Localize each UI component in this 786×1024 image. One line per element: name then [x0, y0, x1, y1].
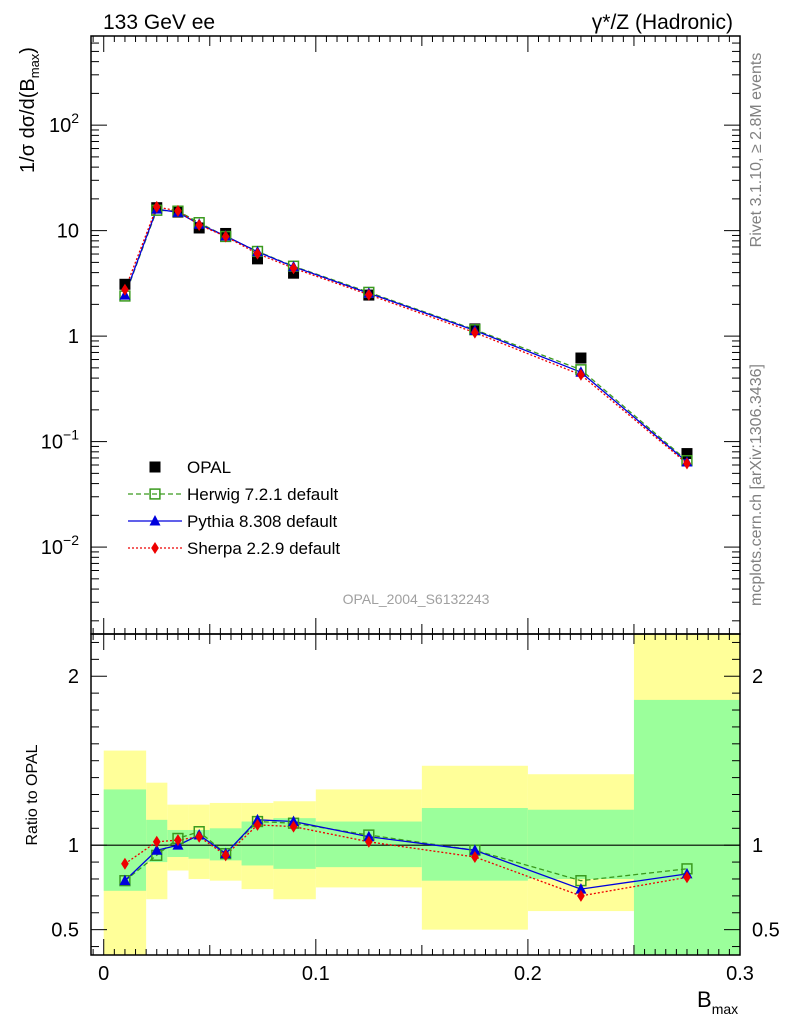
sherpa-2-2-9-default-ratio-point [174, 834, 182, 847]
sherpa-2-2-9-default-main-point [577, 368, 585, 381]
sherpa-2-2-9-default-main-point [364, 288, 373, 301]
sherpa-2-2-9-default-main-point [253, 247, 262, 260]
sherpa-2-2-9-default-legend-marker [151, 542, 159, 554]
pythia-8-308-default-ratio-point [469, 844, 481, 855]
main-y-axis-label: 1/σ dσ/d(Bmax) [17, 47, 42, 173]
mcplots-source-label: mcplots.cern.ch [arXiv:1306.3436] [748, 364, 765, 606]
main-y-tick-label: 1 [68, 326, 79, 348]
sherpa-2-2-9-default-ratio-point [683, 871, 691, 884]
pythia-8-308-default-ratio-point [151, 844, 163, 855]
analysis-id-watermark: OPAL_2004_S6132243 [343, 591, 490, 607]
ratio-uncertainty-bands [103, 634, 740, 955]
pythia-8-308-default-legend-marker [149, 515, 161, 526]
header-left-label: 133 GeV ee [103, 11, 215, 34]
main-y-tick-label: 10−2 [41, 532, 79, 559]
sherpa-2-2-9-default-main-point [221, 230, 230, 243]
xlabel-sub: max [712, 1001, 738, 1017]
main-ylabel-close: ) [17, 47, 39, 54]
legend-label: OPAL [187, 458, 231, 477]
x-axis-label: Bmax [697, 987, 738, 1017]
sherpa-2-2-9-default-ratio-point [577, 889, 585, 902]
sherpa-2-2-9-default-main-line [124, 206, 688, 464]
x-tick-label: 0.1 [302, 963, 330, 985]
sherpa-2-2-9-default-ratio-point [221, 849, 230, 862]
ratio-y-tick-label-right: 1 [752, 835, 763, 857]
header-right-label: γ*/Z (Hadronic) [592, 11, 733, 34]
sherpa-2-2-9-default-ratio-point [152, 835, 161, 848]
stat-uncertainty-band [527, 809, 634, 879]
main-y-tick-label: 102 [49, 110, 79, 137]
sherpa-2-2-9-default-ratio-point [121, 857, 129, 870]
rivet-version-label: Rivet 3.1.10, ≥ 2.8M events [748, 53, 765, 248]
legend: OPAL Herwig 7.2.1 default Pythia 8.308 def… [128, 458, 340, 558]
sherpa-2-2-9-default-main-point [121, 283, 129, 296]
main-y-tick-label: 10 [57, 221, 79, 243]
axis-ticks: 0 0.1 0.2 0.3 10−2 10−1 1 10 102 0.5 0.5 1 1 2 2 [41, 35, 780, 985]
opal-legend-marker [149, 461, 161, 473]
stat-uncertainty-band [633, 699, 740, 955]
sherpa-2-2-9-default-ratio-point [471, 851, 479, 864]
pythia-8-308-default-ratio-point [119, 874, 131, 886]
sherpa-2-2-9-default-ratio-point [289, 820, 298, 833]
sherpa-2-2-9-default-main-point [471, 326, 479, 339]
ratio-y-axis-label: Ratio to OPAL [24, 744, 41, 845]
ratio-y-tick-label-right: 2 [752, 666, 763, 688]
stat-uncertainty-band [103, 789, 147, 891]
series-markers [119, 200, 693, 902]
ratio-y-tick-label-left: 1 [68, 835, 79, 857]
sherpa-2-2-9-default-main-point [289, 262, 298, 275]
main-y-tick-label: 10−1 [41, 427, 79, 454]
ratio-y-tick-label-left: 2 [68, 666, 79, 688]
sherpa-2-2-9-default-main-point [683, 457, 691, 470]
sherpa-2-2-9-default-ratio-point [364, 835, 373, 848]
main-ylabel-text: 1/σ dσ/d(B [17, 78, 39, 173]
opal-main-point [575, 352, 587, 364]
pythia-8-308-default-ratio-point [575, 883, 587, 894]
herwig-7-2-1-default-legend-marker [149, 488, 161, 500]
x-tick-label: 0 [98, 963, 109, 985]
ratio-y-tick-label-left: 0.5 [51, 920, 79, 942]
x-tick-label: 0.3 [726, 963, 754, 985]
legend-label: Herwig 7.2.1 default [187, 485, 338, 504]
sherpa-2-2-9-default-ratio-point [253, 818, 262, 831]
sherpa-2-2-9-default-ratio-point [195, 830, 204, 843]
herwig-7-2-1-default-main-line [124, 209, 688, 462]
legend-label: Sherpa 2.2.9 default [187, 539, 340, 558]
pythia-8-308-default-main-line [124, 208, 688, 463]
opal-main-point [681, 448, 693, 460]
sherpa-2-2-9-default-main-point [152, 200, 161, 213]
x-tick-label: 0.2 [514, 963, 542, 985]
xlabel-text: B [697, 987, 712, 1012]
legend-label: Pythia 8.308 default [187, 512, 338, 531]
sherpa-2-2-9-default-main-point [174, 204, 182, 217]
main-ylabel-sub: max [27, 53, 42, 78]
ratio-y-tick-label-right: 0.5 [752, 920, 780, 942]
sherpa-2-2-9-default-main-point [195, 219, 204, 232]
